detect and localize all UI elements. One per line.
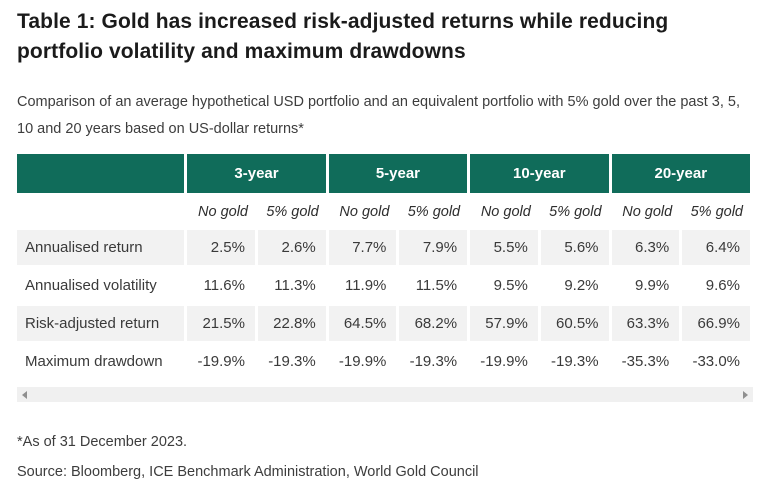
scroll-right-arrow-icon[interactable]: [743, 390, 748, 399]
sub-header-spacer: [17, 196, 185, 227]
value-cell: -19.9%: [470, 344, 538, 379]
value-cell: 57.9%: [470, 306, 538, 341]
value-cell: 6.3%: [611, 230, 680, 265]
scroll-left-arrow-icon[interactable]: [22, 390, 27, 399]
column-group-header-10-year: 10-year: [470, 154, 609, 193]
column-group-header-20-year: 20-year: [611, 154, 750, 193]
value-cell: 66.9%: [682, 306, 750, 341]
row-label: Annualised return: [17, 230, 185, 265]
value-cell: -33.0%: [682, 344, 750, 379]
table-row: Annualised return 2.5% 2.6% 7.7% 7.9% 5.…: [17, 230, 750, 265]
value-cell: 2.5%: [187, 230, 255, 265]
value-cell: -19.9%: [187, 344, 255, 379]
table-row: Maximum drawdown -19.9% -19.3% -19.9% -1…: [17, 344, 750, 379]
value-cell: 60.5%: [540, 306, 609, 341]
value-cell: 11.5%: [399, 268, 468, 303]
value-cell: 9.9%: [611, 268, 680, 303]
value-cell: -19.3%: [399, 344, 468, 379]
subcolumn-header: 5% gold: [682, 196, 750, 227]
value-cell: 7.7%: [328, 230, 397, 265]
row-label: Risk-adjusted return: [17, 306, 185, 341]
table-row: Annualised volatility 11.6% 11.3% 11.9% …: [17, 268, 750, 303]
horizontal-scrollbar-track[interactable]: [17, 387, 753, 402]
column-group-header-5-year: 5-year: [328, 154, 468, 193]
value-cell: 68.2%: [399, 306, 468, 341]
figure-subtitle: Comparison of an average hypothetical US…: [17, 94, 741, 137]
value-cell: 7.9%: [399, 230, 468, 265]
row-label: Annualised volatility: [17, 268, 185, 303]
column-group-header-3-year: 3-year: [187, 154, 326, 193]
value-cell: 5.5%: [470, 230, 538, 265]
footnote: *As of 31 December 2023.: [17, 434, 188, 450]
value-cell: 11.6%: [187, 268, 255, 303]
value-cell: 64.5%: [328, 306, 397, 341]
row-label: Maximum drawdown: [17, 344, 185, 379]
value-cell: 9.2%: [540, 268, 609, 303]
source-line: Source: Bloomberg, ICE Benchmark Adminis…: [17, 464, 479, 480]
subcolumn-header: No gold: [328, 196, 397, 227]
value-cell: 5.6%: [540, 230, 609, 265]
value-cell: 11.3%: [257, 268, 326, 303]
page-title: Table 1: Gold has increased risk-adjuste…: [17, 10, 669, 63]
subcolumn-header: No gold: [470, 196, 538, 227]
value-cell: 6.4%: [682, 230, 750, 265]
value-cell: 11.9%: [328, 268, 397, 303]
subcolumn-header: No gold: [611, 196, 680, 227]
value-cell: -19.9%: [328, 344, 397, 379]
group-header-row: 3-year 5-year 10-year 20-year: [17, 154, 750, 193]
subcolumn-header: 5% gold: [257, 196, 326, 227]
value-cell: -19.3%: [540, 344, 609, 379]
value-cell: 63.3%: [611, 306, 680, 341]
value-cell: 2.6%: [257, 230, 326, 265]
figure-container: Table 1: Gold has increased risk-adjuste…: [14, 10, 753, 480]
corner-header-cell: [17, 154, 185, 193]
value-cell: -35.3%: [611, 344, 680, 379]
value-cell: 22.8%: [257, 306, 326, 341]
value-cell: 9.6%: [682, 268, 750, 303]
subcolumn-header: No gold: [187, 196, 255, 227]
value-cell: 21.5%: [187, 306, 255, 341]
sub-header-row: No gold 5% gold No gold 5% gold No gold …: [17, 196, 750, 227]
data-table: 3-year 5-year 10-year 20-year No gold 5%…: [14, 151, 753, 382]
value-cell: 9.5%: [470, 268, 538, 303]
subcolumn-header: 5% gold: [399, 196, 468, 227]
table-row: Risk-adjusted return 21.5% 22.8% 64.5% 6…: [17, 306, 750, 341]
value-cell: -19.3%: [257, 344, 326, 379]
subcolumn-header: 5% gold: [540, 196, 609, 227]
